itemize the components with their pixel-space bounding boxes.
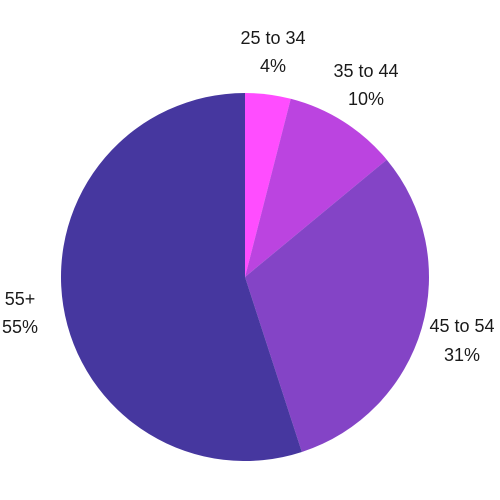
pie-slice-55 [60, 92, 302, 461]
slice-percent-label: 10% [348, 89, 384, 109]
slice-percent-label: 55% [2, 317, 38, 337]
slice-percent-label: 31% [444, 345, 480, 365]
slice-category-label: 45 to 54 [429, 316, 494, 336]
pie-labels: 25 to 34 4% 35 to 44 10% 45 to 54 31% 55+ 55% [2, 28, 495, 365]
slice-percent-label: 4% [260, 56, 286, 76]
slice-category-label: 35 to 44 [333, 61, 398, 81]
pie-slice-25-to-34 [245, 93, 291, 277]
pie-slice-35-to-44 [245, 98, 387, 277]
slice-category-label: 55+ [5, 289, 36, 309]
slice-category-label: 25 to 34 [240, 28, 305, 48]
pie-slices [60, 92, 429, 461]
pie-slice-45-to-54 [245, 159, 429, 452]
